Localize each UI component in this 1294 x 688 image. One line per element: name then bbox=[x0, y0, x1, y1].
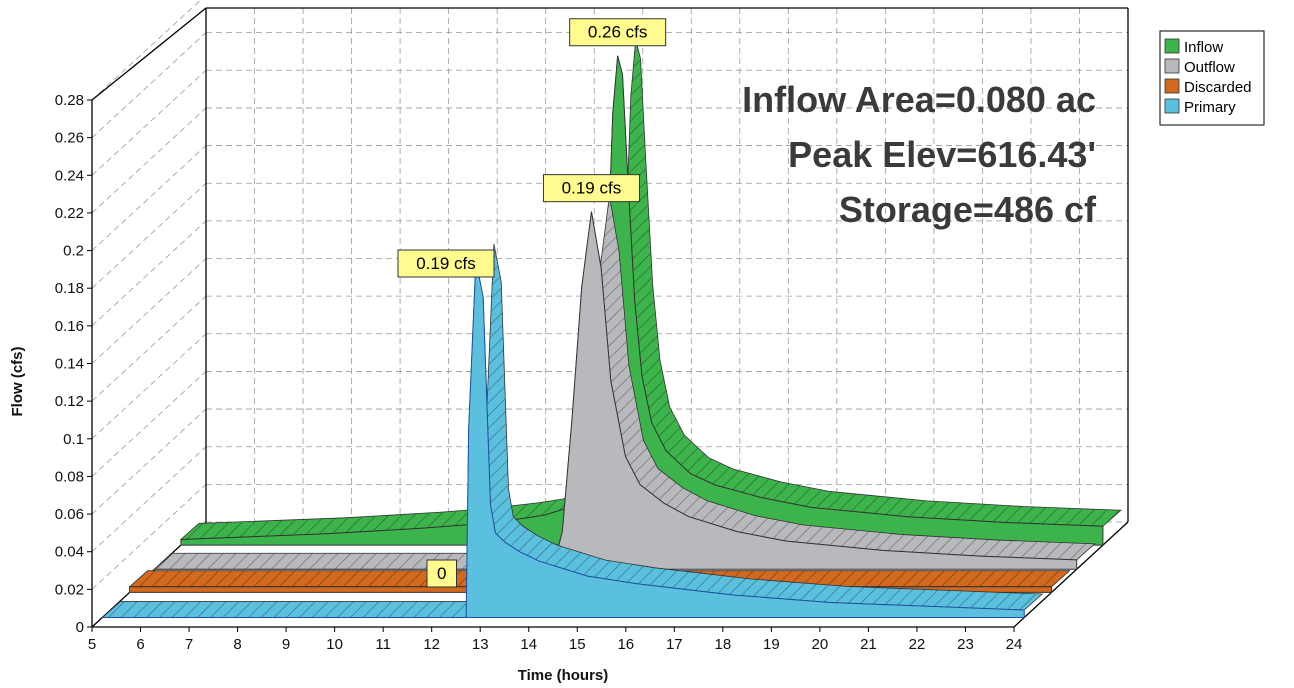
peak-label-text: 0.26 cfs bbox=[588, 23, 648, 42]
x-tick-label: 17 bbox=[666, 636, 683, 653]
x-tick-label: 11 bbox=[375, 636, 391, 653]
side-grid-h bbox=[91, 295, 207, 402]
side-grid-h bbox=[91, 0, 202, 101]
legend-swatch bbox=[1164, 98, 1180, 114]
right-floor-diagonal bbox=[1013, 521, 1129, 628]
side-grid-h bbox=[91, 182, 207, 289]
y-tick-label: 0.14 bbox=[55, 356, 84, 373]
peak-label-box bbox=[397, 249, 495, 278]
legend-label: Inflow bbox=[1184, 39, 1223, 56]
x-tick-label: 24 bbox=[1006, 636, 1023, 653]
peak-label-box bbox=[542, 174, 640, 203]
side-grid-h bbox=[91, 220, 207, 327]
side-grid-h bbox=[91, 107, 207, 214]
y-tick-label: 0.1 bbox=[63, 431, 84, 448]
x-tick-label: 12 bbox=[423, 636, 440, 653]
left-top-diagonal bbox=[91, 7, 207, 101]
y-tick-label: 0.28 bbox=[55, 92, 84, 109]
side-grid-h bbox=[91, 145, 207, 251]
x-tick-label: 10 bbox=[326, 636, 343, 653]
peak-label-discarded: 0 bbox=[426, 559, 457, 588]
legend-swatch bbox=[1164, 78, 1180, 94]
y-tick-label: 0.22 bbox=[55, 205, 84, 222]
legend: Inflow Outflow Discarded Primary bbox=[1159, 30, 1265, 126]
series-layer bbox=[101, 39, 1122, 619]
y-tick-label: 0.06 bbox=[55, 506, 84, 523]
x-tick-label: 20 bbox=[812, 636, 829, 653]
y-tick-label: 0.02 bbox=[55, 581, 84, 598]
side-grid-h bbox=[91, 333, 207, 440]
peak-label-box bbox=[569, 18, 667, 47]
side-grid-h bbox=[91, 32, 207, 138]
side-grid-h bbox=[91, 446, 207, 553]
series-front-face bbox=[154, 211, 1078, 570]
side-grid-h bbox=[91, 408, 207, 515]
x-tick-label: 23 bbox=[957, 636, 974, 653]
x-tick-label: 9 bbox=[282, 636, 290, 653]
x-axis-title: Time (hours) bbox=[518, 667, 609, 684]
peak-label-text: 0.19 cfs bbox=[416, 254, 476, 273]
peak-label-text: 0 bbox=[437, 564, 446, 583]
x-tick-label: 13 bbox=[472, 636, 489, 653]
x-tick-label: 14 bbox=[520, 636, 537, 653]
side-grid-h bbox=[91, 371, 207, 477]
info-block: Inflow Area=0.080 ac Peak Elev=616.43' Sto… bbox=[742, 79, 1097, 230]
peak-labels: 0.26 cfs 0.19 cfs 0.19 cfs 0 bbox=[397, 18, 667, 588]
info-line: Storage=486 cf bbox=[839, 189, 1097, 230]
y-tick-label: 0 bbox=[76, 619, 84, 636]
x-tick-label: 18 bbox=[714, 636, 731, 653]
y-tick-label: 0.16 bbox=[55, 318, 84, 335]
x-tick-label: 7 bbox=[185, 636, 193, 653]
axes-layer: 5 6 7 8 9 10 11 12 13 14 15 16 17 18 19 20 21 22 23 24 0 0.02… bbox=[9, 92, 1022, 684]
legend-swatch bbox=[1164, 58, 1180, 74]
back-wall-grid bbox=[205, 8, 1129, 523]
y-tick-label: 0.08 bbox=[55, 468, 84, 485]
side-grid-h bbox=[91, 258, 207, 364]
info-line: Peak Elev=616.43' bbox=[788, 134, 1096, 175]
info-line: Inflow Area=0.080 ac bbox=[742, 79, 1096, 120]
peak-label-box bbox=[426, 559, 457, 588]
peak-label-primary: 0.19 cfs bbox=[397, 249, 495, 278]
x-tick-label: 15 bbox=[569, 636, 586, 653]
y-tick-label: 0.24 bbox=[55, 167, 84, 184]
peak-label-outflow: 0.19 cfs bbox=[542, 174, 640, 203]
y-tick-label: 0.18 bbox=[55, 280, 84, 297]
y-tick-label: 0.2 bbox=[63, 243, 84, 260]
x-tick-label: 22 bbox=[909, 636, 926, 653]
legend-label: Outflow bbox=[1184, 59, 1235, 76]
y-tick-label: 0.04 bbox=[55, 544, 84, 561]
x-tick-label: 8 bbox=[233, 636, 241, 653]
peak-label-inflow: 0.26 cfs bbox=[569, 18, 667, 47]
y-tick-label: 0.26 bbox=[55, 130, 84, 147]
y-axis-title: Flow (cfs) bbox=[9, 346, 26, 416]
side-grid-h bbox=[91, 69, 207, 176]
legend-swatch bbox=[1164, 38, 1180, 54]
x-tick-label: 5 bbox=[88, 636, 96, 653]
x-tick-label: 16 bbox=[617, 636, 634, 653]
y-tick-label: 0.12 bbox=[55, 393, 84, 410]
side-grid-h bbox=[91, 484, 207, 590]
series-outflow bbox=[153, 195, 1096, 570]
x-tick-label: 6 bbox=[136, 636, 144, 653]
x-tick-label: 19 bbox=[763, 636, 780, 653]
legend-label: Primary bbox=[1184, 99, 1236, 116]
peak-label-text: 0.19 cfs bbox=[562, 179, 622, 198]
legend-label: Discarded bbox=[1184, 79, 1252, 96]
x-tick-label: 21 bbox=[860, 636, 877, 653]
